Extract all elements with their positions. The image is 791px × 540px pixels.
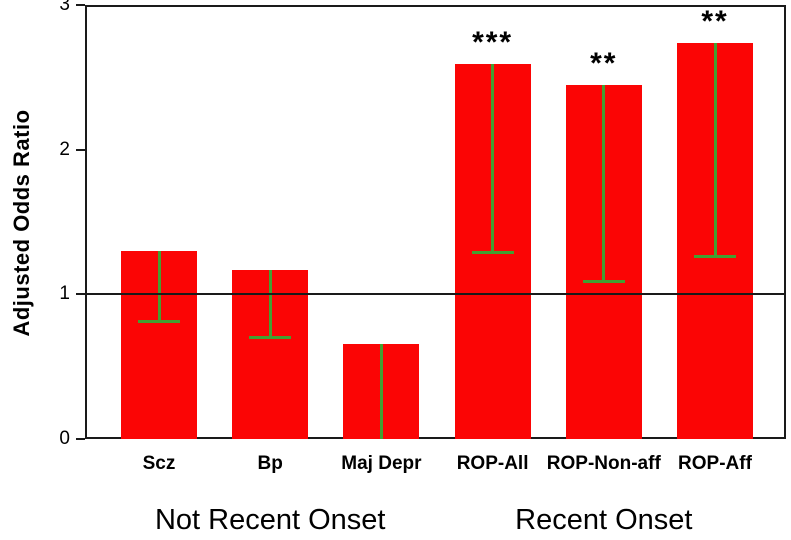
y-tick-mark: [76, 438, 85, 440]
x-category-label: ROP-Aff: [678, 453, 752, 474]
y-axis-title: Adjusted Odds Ratio: [9, 109, 34, 337]
error-bar-line: [602, 84, 606, 282]
group-label: Recent Onset: [515, 504, 693, 536]
error-bar-cap: [694, 255, 736, 259]
error-bar-line: [713, 42, 717, 257]
y-tick-label: 2: [59, 138, 70, 160]
group-label: Not Recent Onset: [154, 504, 386, 536]
x-category-label: Maj Depr: [341, 453, 422, 474]
x-category-label: Bp: [257, 453, 283, 474]
y-tick-label: 1: [59, 283, 70, 305]
error-bar-line: [157, 250, 161, 322]
error-bar-line: [491, 64, 495, 253]
y-tick-label: 3: [59, 0, 70, 15]
plot-border: [85, 5, 786, 439]
error-bar-line: [268, 269, 272, 338]
y-tick-mark: [76, 148, 85, 151]
reference-line: [85, 293, 786, 296]
x-category-label: Scz: [142, 453, 176, 474]
error-bar-line: [379, 343, 383, 439]
significance-label: ***: [472, 26, 514, 60]
x-category-label: ROP-All: [456, 453, 529, 474]
error-bar-cap: [138, 320, 180, 324]
y-tick-mark: [76, 4, 85, 6]
significance-label: **: [701, 4, 729, 38]
y-tick-mark: [76, 293, 85, 296]
error-bar-cap: [249, 336, 292, 340]
error-bar-cap: [471, 250, 514, 254]
x-category-label: ROP-Non-aff: [546, 453, 661, 474]
error-bar-cap: [582, 279, 625, 283]
significance-label: **: [590, 46, 618, 80]
y-tick-label: 0: [59, 428, 70, 449]
